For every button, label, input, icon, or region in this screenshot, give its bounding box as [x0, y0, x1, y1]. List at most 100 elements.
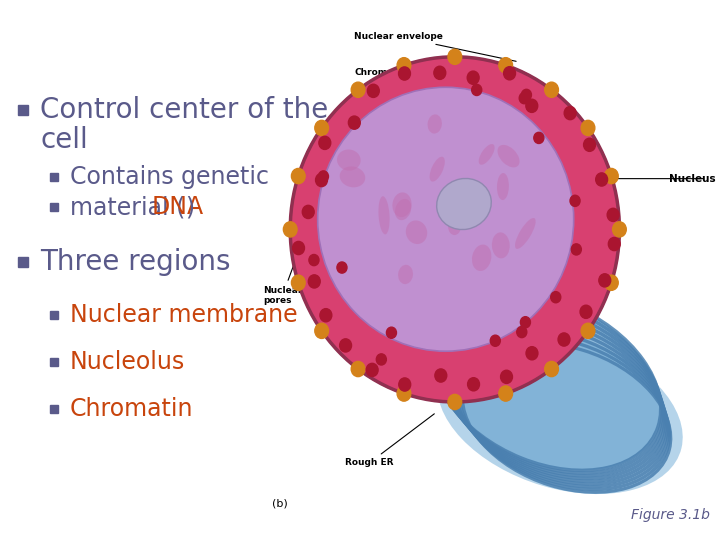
Ellipse shape	[436, 178, 491, 230]
Ellipse shape	[395, 199, 411, 220]
Circle shape	[607, 208, 619, 221]
Circle shape	[599, 274, 611, 287]
Ellipse shape	[497, 173, 509, 200]
Text: Contains genetic: Contains genetic	[70, 165, 269, 189]
Circle shape	[467, 377, 480, 391]
Circle shape	[399, 67, 410, 80]
Circle shape	[366, 363, 378, 376]
Text: cell: cell	[40, 126, 88, 154]
Text: Chromatin: Chromatin	[354, 68, 434, 86]
Circle shape	[397, 386, 411, 401]
Ellipse shape	[432, 293, 661, 470]
Circle shape	[545, 82, 559, 97]
Circle shape	[351, 361, 365, 376]
Circle shape	[605, 168, 618, 184]
Bar	[50, 405, 58, 413]
Circle shape	[490, 335, 500, 346]
Text: ): )	[185, 195, 194, 219]
Circle shape	[320, 309, 332, 322]
Circle shape	[318, 171, 328, 182]
Circle shape	[503, 66, 516, 80]
Circle shape	[584, 138, 595, 151]
Circle shape	[521, 89, 531, 100]
Circle shape	[377, 354, 387, 365]
Circle shape	[308, 275, 320, 288]
Circle shape	[448, 394, 462, 410]
Circle shape	[315, 120, 328, 136]
Circle shape	[526, 99, 538, 112]
Ellipse shape	[340, 166, 365, 187]
Circle shape	[551, 292, 561, 303]
Circle shape	[302, 205, 314, 219]
Text: Nuclear membrane: Nuclear membrane	[70, 303, 297, 327]
Circle shape	[499, 58, 513, 73]
Text: Rough ER: Rough ER	[345, 414, 434, 468]
Ellipse shape	[318, 87, 574, 351]
Circle shape	[435, 369, 446, 382]
Ellipse shape	[392, 192, 412, 217]
Ellipse shape	[398, 265, 413, 284]
Circle shape	[613, 222, 626, 237]
Circle shape	[608, 238, 620, 251]
Circle shape	[526, 347, 538, 360]
Circle shape	[467, 71, 479, 84]
Bar	[50, 173, 58, 181]
Circle shape	[348, 116, 360, 129]
Circle shape	[534, 132, 544, 144]
Text: Figure 3.1b: Figure 3.1b	[631, 508, 710, 522]
Text: Nucleolus: Nucleolus	[345, 118, 434, 177]
Circle shape	[309, 254, 319, 266]
Ellipse shape	[492, 232, 510, 258]
Circle shape	[564, 106, 576, 120]
Text: Nuclear envelope: Nuclear envelope	[354, 32, 516, 62]
Text: Chromatin: Chromatin	[70, 397, 194, 421]
Ellipse shape	[337, 150, 361, 171]
Text: DNA: DNA	[152, 195, 204, 219]
Ellipse shape	[290, 57, 619, 402]
Ellipse shape	[428, 114, 442, 133]
Circle shape	[351, 82, 365, 97]
Text: Three regions: Three regions	[40, 248, 230, 276]
Text: (b): (b)	[272, 498, 288, 509]
Circle shape	[292, 275, 305, 291]
Circle shape	[367, 84, 379, 97]
Ellipse shape	[498, 145, 520, 167]
Circle shape	[500, 370, 513, 383]
Text: material (: material (	[70, 195, 185, 219]
Circle shape	[521, 316, 531, 328]
Circle shape	[558, 333, 570, 346]
Circle shape	[571, 244, 581, 255]
Circle shape	[519, 92, 529, 104]
Circle shape	[340, 339, 351, 352]
Ellipse shape	[430, 157, 445, 181]
Circle shape	[605, 275, 618, 291]
Bar	[50, 358, 58, 366]
Ellipse shape	[515, 218, 536, 249]
Text: Nucleus: Nucleus	[669, 174, 716, 184]
Ellipse shape	[479, 144, 495, 165]
Bar	[50, 203, 58, 211]
Circle shape	[315, 173, 328, 187]
Bar	[50, 311, 58, 319]
Bar	[18, 105, 28, 115]
Bar	[18, 257, 28, 267]
Circle shape	[387, 327, 397, 339]
Circle shape	[448, 49, 462, 64]
Circle shape	[570, 195, 580, 206]
Ellipse shape	[437, 330, 683, 494]
Circle shape	[337, 262, 347, 273]
Text: Nucleolus: Nucleolus	[70, 350, 185, 374]
Circle shape	[399, 378, 410, 391]
Ellipse shape	[406, 220, 427, 244]
Circle shape	[581, 120, 595, 136]
Circle shape	[595, 173, 608, 186]
Circle shape	[517, 327, 527, 338]
Circle shape	[292, 168, 305, 184]
Circle shape	[472, 84, 482, 96]
Text: Control center of the: Control center of the	[40, 96, 328, 124]
Circle shape	[434, 66, 446, 79]
Circle shape	[499, 386, 513, 401]
Circle shape	[284, 222, 297, 237]
Circle shape	[581, 323, 595, 339]
Circle shape	[292, 241, 305, 254]
